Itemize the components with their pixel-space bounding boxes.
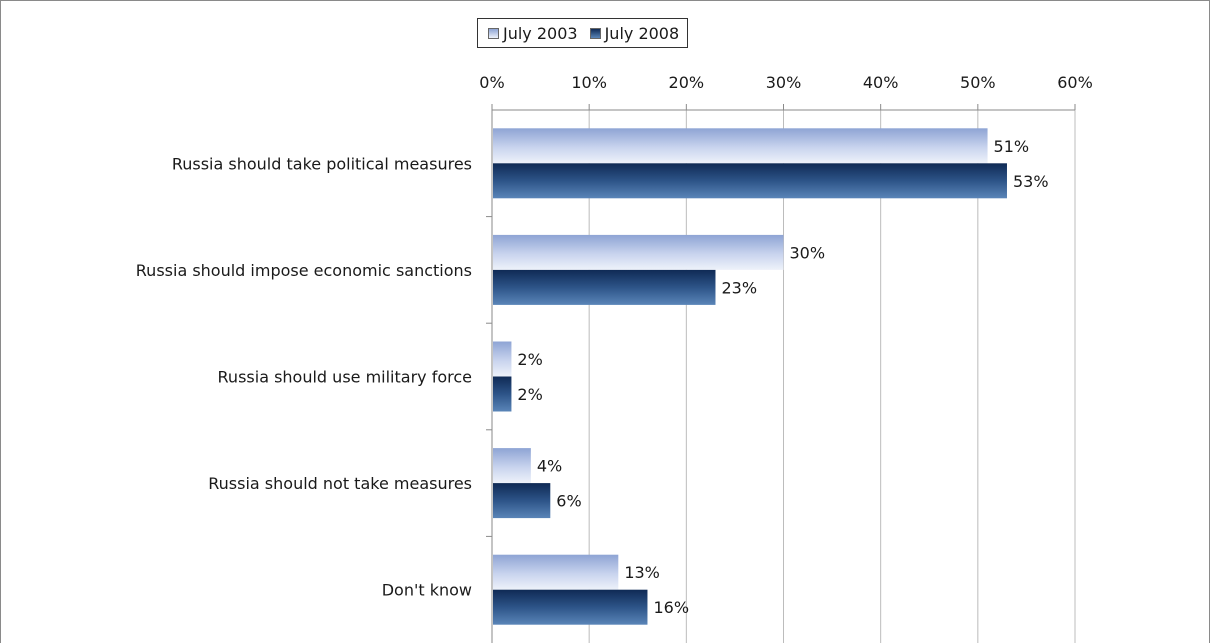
x-tick-label: 30% <box>766 73 802 92</box>
bar-july-2003 <box>493 554 619 590</box>
category-label: Don't know <box>382 581 472 600</box>
data-label: 2% <box>517 385 542 404</box>
x-tick-label: 40% <box>863 73 899 92</box>
category-label: Russia should not take measures <box>208 474 472 493</box>
legend-swatch-dark <box>589 27 601 39</box>
bar-july-2008 <box>493 589 648 625</box>
legend-swatch-light <box>488 27 499 39</box>
data-label: 23% <box>721 278 757 297</box>
bar-july-2008 <box>493 163 1007 199</box>
legend-label: July 2003 <box>503 23 578 43</box>
legend-item-series-1: July 2003 <box>488 24 578 43</box>
data-label: 2% <box>517 350 542 369</box>
data-label: 30% <box>790 243 826 262</box>
bar-july-2008 <box>493 269 716 305</box>
x-tick-label: 50% <box>960 73 996 92</box>
bar-july-2003 <box>493 448 531 484</box>
data-label: 16% <box>653 598 689 617</box>
legend-item-series-2: July 2008 <box>589 23 680 43</box>
data-label: 6% <box>556 492 581 511</box>
data-label: 4% <box>537 457 562 476</box>
category-label: Russia should impose economic sanctions <box>136 261 472 280</box>
x-tick-label: 20% <box>669 73 705 92</box>
bar-july-2003 <box>493 128 988 164</box>
x-tick-label: 10% <box>571 73 607 92</box>
data-label: 53% <box>1013 172 1049 191</box>
bar-july-2003 <box>493 234 784 270</box>
bar-july-2008 <box>493 376 512 412</box>
category-label: Russia should take political measures <box>172 154 472 173</box>
x-tick-label: 0% <box>479 73 504 92</box>
data-label: 51% <box>994 137 1030 156</box>
x-tick-label: 60% <box>1057 73 1093 92</box>
legend: July 2003 July 2008 <box>477 18 689 48</box>
bar-july-2008 <box>493 483 551 519</box>
legend-label: July 2008 <box>604 23 680 43</box>
bar-july-2003 <box>493 341 512 377</box>
data-label: 13% <box>624 563 660 582</box>
category-label: Russia should use military force <box>218 368 472 387</box>
